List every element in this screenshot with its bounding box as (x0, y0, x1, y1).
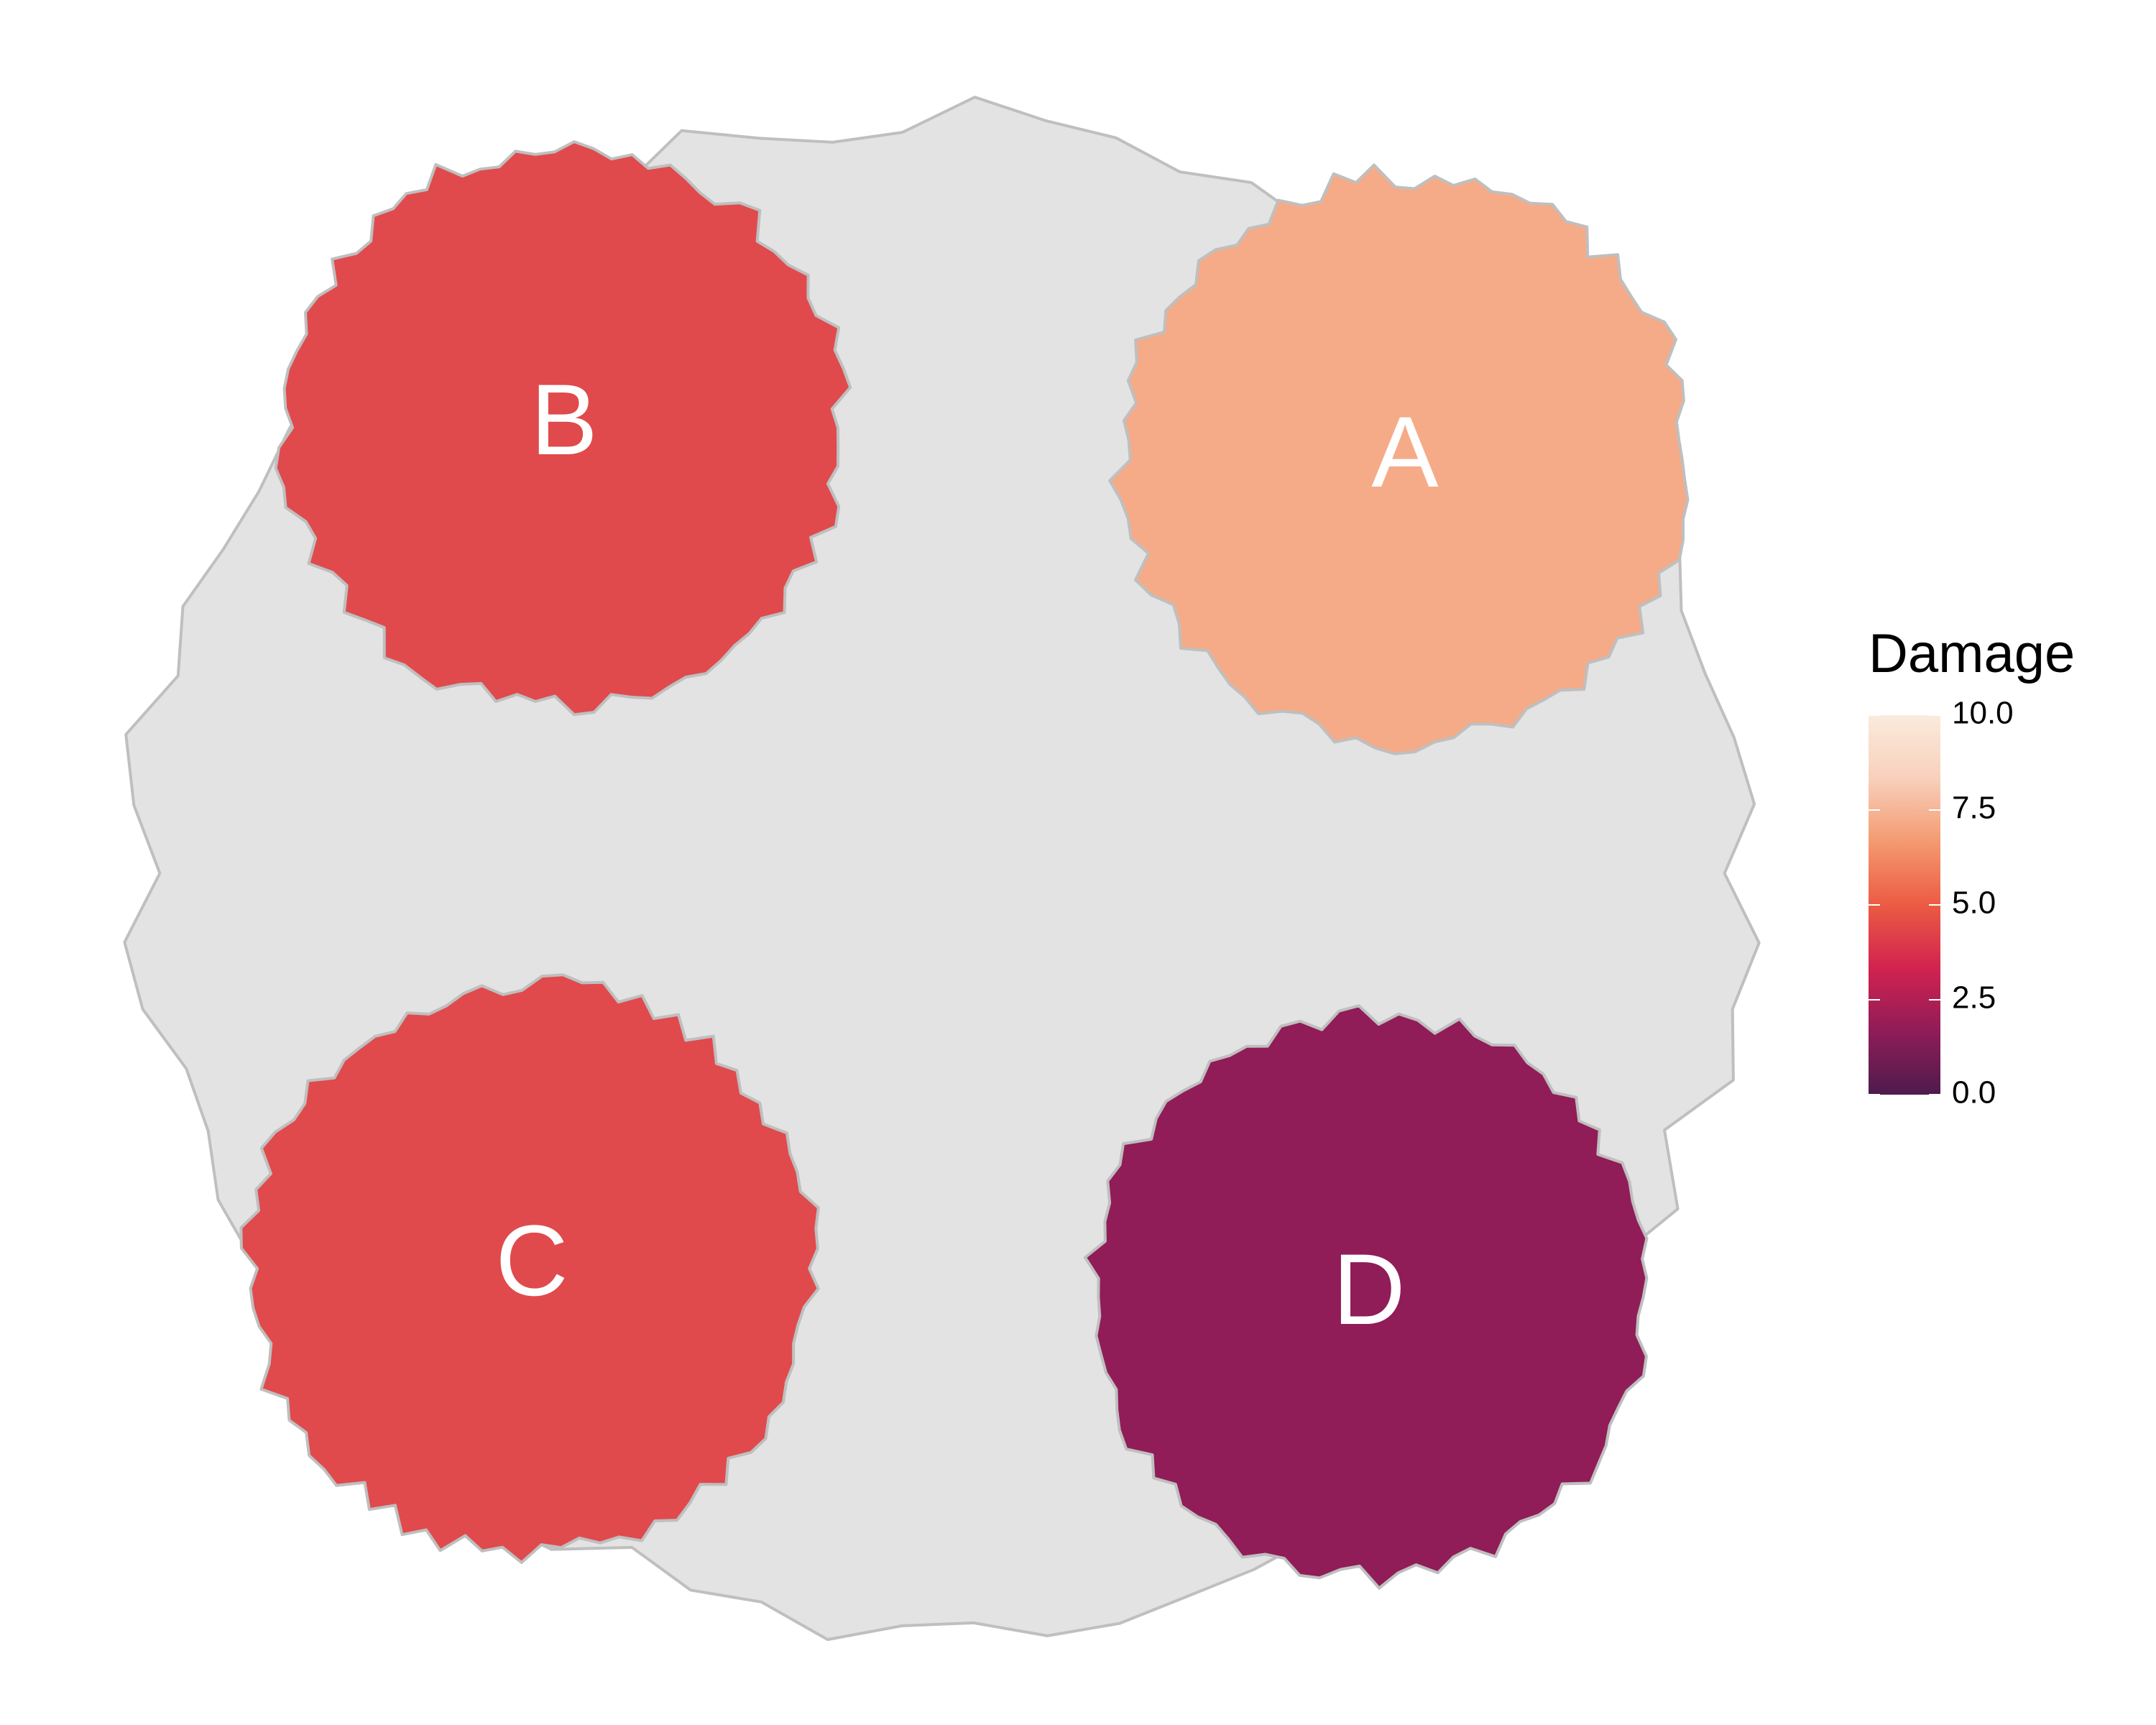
legend-title: Damage (1869, 623, 2075, 684)
legend-tick-label: 5.0 (1952, 886, 1996, 921)
legend-colorbar (1869, 715, 1940, 1095)
patches-layer: A B C D (239, 140, 1690, 1590)
patch-c: C (239, 973, 820, 1564)
legend: Damage 0.0 2.5 5.0 7.5 10.0 (1869, 623, 2075, 1110)
patch-b: B (274, 140, 852, 717)
patch-d: D (1083, 1004, 1649, 1590)
legend-tick-label: 7.5 (1952, 791, 1996, 826)
patch-d-area (1083, 1004, 1649, 1590)
legend-tick-label: 0.0 (1952, 1075, 1996, 1110)
legend-ticks: 0.0 2.5 5.0 7.5 10.0 (1869, 696, 2014, 1110)
patch-a-label: A (1371, 395, 1439, 508)
patch-c-label: C (495, 1204, 568, 1317)
patch-a: A (1108, 163, 1690, 755)
patch-c-area (239, 973, 820, 1564)
patch-a-area (1108, 163, 1690, 755)
patch-b-area (274, 140, 852, 717)
legend-tick-label: 2.5 (1952, 980, 1996, 1016)
patch-d-label: D (1332, 1233, 1405, 1346)
patch-b-label: B (530, 363, 597, 476)
legend-tick-label: 10.0 (1952, 696, 2014, 731)
